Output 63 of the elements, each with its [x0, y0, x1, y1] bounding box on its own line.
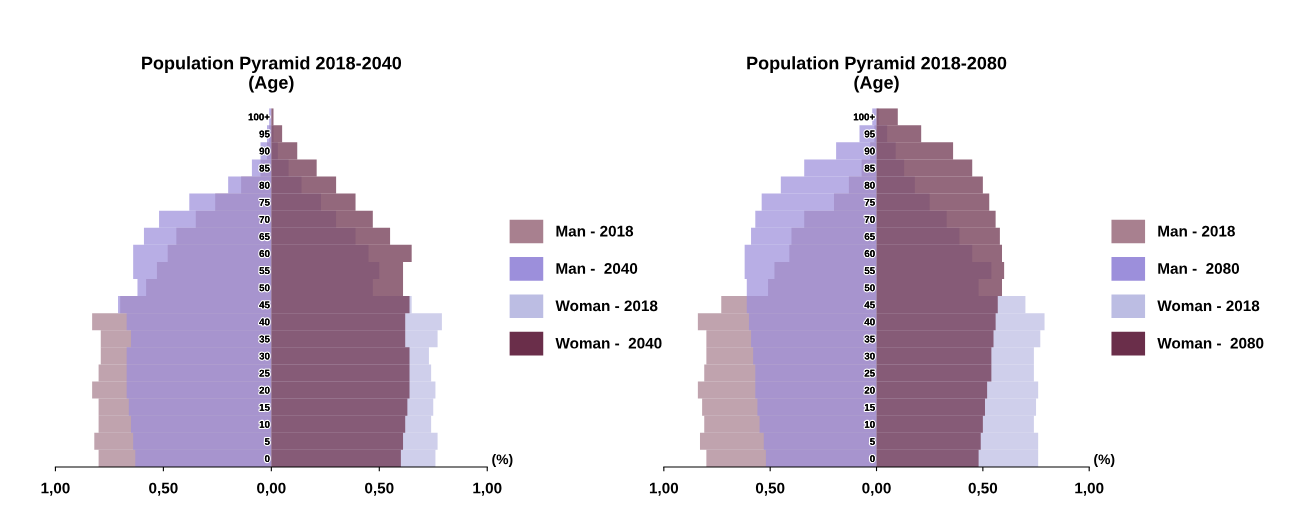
legend-label: Woman - 2018: [1157, 300, 1260, 312]
x-tick-label: 1,00: [41, 482, 70, 496]
y-tick-label: 10: [864, 420, 875, 428]
x-tick-label: 1,00: [1075, 482, 1104, 496]
y-tick-label: 0: [870, 455, 875, 463]
chart-title: Population Pyramid 2018-2080 (Age): [747, 56, 1007, 93]
y-tick-label: 40: [864, 318, 875, 326]
y-tick-label: 65: [259, 233, 270, 240]
y-tick-label: 10: [259, 420, 270, 428]
y-tick-label: 90: [864, 147, 875, 155]
y-tick-label: 35: [259, 335, 270, 343]
legend-label: Woman - 2018: [555, 300, 658, 312]
y-tick-label: 25: [864, 369, 875, 377]
y-tick-label: 20: [864, 386, 875, 394]
x-axis-title: (%): [1094, 454, 1115, 467]
x-tick-label: 0,50: [968, 482, 998, 496]
y-tick-label: 70: [259, 215, 270, 223]
y-tick-label: 30: [864, 352, 875, 360]
y-tick-label: 75: [259, 198, 270, 206]
x-tick-label: 0,50: [149, 482, 178, 496]
x-tick-label: 0,00: [862, 482, 891, 496]
y-tick-label: 20: [259, 386, 270, 394]
y-tick-label: 50: [864, 284, 875, 292]
x-tick-label: 0,50: [365, 482, 394, 496]
legend-label: Man - 2040: [556, 263, 638, 274]
legend-label: Woman - 2040: [555, 337, 662, 349]
legend-label: Man - 2080: [1158, 263, 1240, 274]
legend-label: Woman - 2080: [1157, 337, 1264, 349]
x-axis-title: (%): [492, 454, 513, 467]
y-tick-label: 60: [864, 250, 875, 258]
chart-title: Population Pyramid 2018-2040 (Age): [142, 56, 402, 93]
y-tick-label: 15: [864, 403, 875, 411]
y-tick-label: 80: [259, 181, 270, 189]
y-tick-label: 100+: [248, 113, 270, 121]
y-tick-label: 5: [870, 438, 875, 445]
y-tick-label: 55: [864, 267, 875, 275]
y-tick-label: 5: [264, 438, 270, 445]
y-tick-label: 40: [259, 318, 270, 326]
y-tick-label: 70: [864, 215, 875, 223]
x-tick-label: 0,50: [755, 482, 785, 496]
x-tick-label: 1,00: [649, 482, 679, 496]
x-tick-label: 0,00: [257, 482, 286, 496]
y-tick-label: 85: [864, 164, 875, 172]
y-tick-label: 75: [864, 198, 875, 206]
legend-label: Man - 2018: [556, 225, 634, 237]
y-tick-label: 35: [864, 335, 875, 343]
y-tick-label: 50: [259, 284, 270, 292]
legend-label: Man - 2018: [1158, 225, 1235, 237]
y-tick-label: 95: [259, 130, 270, 138]
y-tick-label: 95: [864, 130, 875, 138]
y-tick-label: 85: [259, 164, 270, 172]
y-tick-label: 55: [259, 267, 270, 275]
y-tick-label: 15: [259, 403, 270, 411]
y-tick-label: 30: [259, 352, 270, 360]
y-tick-label: 45: [864, 301, 875, 309]
y-tick-label: 0: [264, 455, 270, 463]
y-tick-label: 90: [259, 147, 270, 155]
y-tick-label: 60: [259, 250, 270, 258]
x-tick-label: 1,00: [473, 482, 502, 496]
y-tick-label: 80: [864, 181, 875, 189]
y-tick-label: 100+: [853, 113, 875, 121]
y-tick-label: 25: [259, 369, 270, 377]
y-tick-label: 65: [864, 233, 875, 240]
